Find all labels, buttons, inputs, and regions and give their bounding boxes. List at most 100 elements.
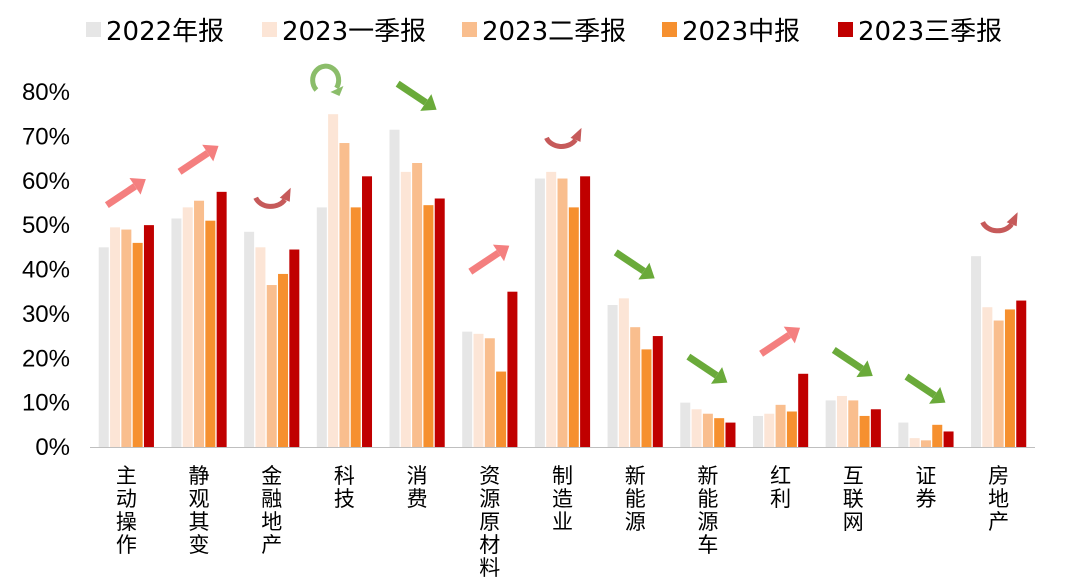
bar bbox=[557, 178, 568, 447]
bar bbox=[848, 400, 859, 447]
bar bbox=[691, 409, 702, 447]
down-arrow-icon bbox=[686, 353, 728, 384]
bar bbox=[473, 333, 484, 447]
reversal-arrow-icon bbox=[544, 127, 582, 149]
bar bbox=[568, 207, 579, 447]
bar bbox=[825, 400, 836, 447]
bar bbox=[1016, 300, 1027, 447]
up-arrow-icon bbox=[759, 326, 801, 357]
legend-swatch bbox=[86, 22, 101, 37]
down-arrow-icon bbox=[613, 249, 655, 280]
bar bbox=[607, 305, 618, 447]
bar bbox=[121, 229, 132, 447]
y-tick-label: 70% bbox=[22, 123, 70, 150]
legend-label: 2023中报 bbox=[682, 17, 800, 47]
bar bbox=[775, 404, 786, 447]
x-tick-label: 证券 bbox=[915, 464, 936, 511]
bar bbox=[630, 327, 641, 447]
x-tick-label: 制造业 bbox=[552, 464, 573, 534]
x-tick-label: 消费 bbox=[407, 464, 428, 511]
bar bbox=[182, 207, 193, 447]
legend-label: 2022年报 bbox=[106, 17, 224, 47]
legend: 2022年报 2023一季报 2023二季报 2023中报 2023三季报 bbox=[86, 17, 1002, 47]
bar bbox=[982, 307, 993, 447]
bar bbox=[244, 231, 255, 447]
bar bbox=[194, 200, 205, 447]
bar bbox=[618, 298, 629, 447]
bar bbox=[909, 438, 920, 448]
bar bbox=[764, 413, 775, 447]
bar bbox=[266, 285, 277, 447]
bar bbox=[752, 415, 763, 447]
bar bbox=[507, 291, 518, 447]
bar bbox=[836, 395, 847, 447]
bar bbox=[289, 249, 300, 447]
bar bbox=[725, 422, 736, 447]
bar bbox=[652, 336, 663, 447]
trend-arrows bbox=[104, 63, 1018, 404]
x-tick-label: 金融地产 bbox=[261, 464, 282, 557]
bar bbox=[786, 411, 797, 447]
bar bbox=[898, 422, 909, 447]
bar bbox=[350, 207, 361, 447]
bar bbox=[641, 349, 652, 448]
x-tick-label: 科技 bbox=[334, 464, 355, 511]
bar bbox=[255, 247, 266, 447]
x-tick-label: 互联网 bbox=[843, 464, 864, 534]
bar bbox=[971, 256, 982, 447]
bar bbox=[943, 431, 954, 447]
up-arrow-icon bbox=[104, 178, 146, 209]
legend-swatch bbox=[262, 22, 277, 37]
y-tick-label: 50% bbox=[22, 212, 70, 239]
x-axis: 主动操作 静观其变 金融地产 科技 消费 资源原材料 制造业 新能源 新能源车 红利 互联网 证券 房地… bbox=[90, 447, 1035, 579]
y-tick-label: 20% bbox=[22, 345, 70, 372]
bar bbox=[462, 331, 473, 448]
reversal-arrow-icon bbox=[253, 187, 291, 209]
down-arrow-icon bbox=[831, 347, 873, 378]
bar bbox=[870, 409, 881, 447]
bar bbox=[484, 338, 495, 447]
reversal-arrow-icon bbox=[980, 212, 1018, 234]
bar bbox=[143, 225, 154, 448]
bar bbox=[859, 415, 870, 447]
bar bbox=[546, 171, 557, 448]
bar bbox=[328, 114, 339, 447]
x-tick-label: 主动操作 bbox=[116, 464, 137, 557]
bar bbox=[412, 163, 423, 447]
legend-label: 2023三季报 bbox=[858, 17, 1002, 47]
bar bbox=[205, 220, 216, 447]
x-tick-label: 新能源车 bbox=[697, 464, 718, 557]
x-tick-label: 红利 bbox=[770, 464, 791, 511]
legend-label: 2023一季报 bbox=[282, 17, 426, 47]
bar bbox=[316, 207, 327, 447]
legend-swatch bbox=[462, 22, 477, 37]
bar bbox=[362, 176, 373, 447]
reversal-arrow-icon bbox=[310, 63, 344, 96]
bar bbox=[423, 205, 434, 447]
y-tick-label: 30% bbox=[22, 301, 70, 328]
bar bbox=[798, 373, 809, 447]
bar bbox=[171, 218, 182, 447]
bar bbox=[534, 178, 545, 447]
bar bbox=[680, 402, 691, 448]
legend-swatch bbox=[662, 22, 677, 37]
bar bbox=[400, 171, 411, 448]
bar bbox=[932, 424, 943, 447]
bar bbox=[278, 273, 289, 447]
bar bbox=[98, 247, 109, 447]
down-arrow-icon bbox=[904, 373, 946, 404]
x-tick-label: 静观其变 bbox=[189, 464, 210, 557]
bar bbox=[1004, 309, 1015, 447]
x-tick-label: 资源原材料 bbox=[479, 464, 500, 579]
bar bbox=[702, 413, 713, 447]
bar bbox=[132, 242, 143, 447]
y-axis: 0% 10% 20% 30% 40% 50% 60% 70% 80% bbox=[22, 79, 70, 461]
bar bbox=[339, 143, 350, 447]
legend-label: 2023二季报 bbox=[482, 17, 626, 47]
bar bbox=[580, 176, 591, 447]
bar bbox=[389, 129, 400, 447]
down-arrow-icon bbox=[395, 80, 437, 111]
y-tick-label: 10% bbox=[22, 390, 70, 417]
y-tick-label: 60% bbox=[22, 168, 70, 195]
